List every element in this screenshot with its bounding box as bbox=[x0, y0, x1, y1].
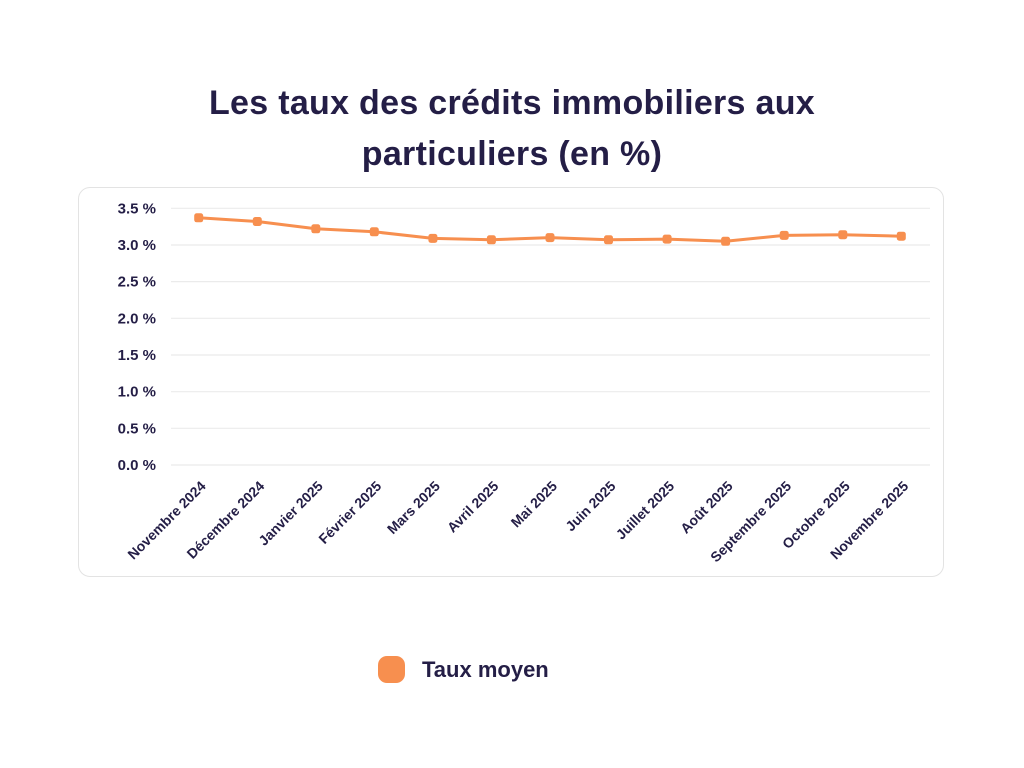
data-point-marker bbox=[896, 231, 906, 241]
data-point-marker bbox=[545, 233, 555, 243]
x-axis-label: Avril 2025 bbox=[444, 478, 502, 536]
y-axis-label: 2.5 % bbox=[118, 274, 156, 291]
data-point-marker bbox=[838, 230, 848, 240]
data-point-marker bbox=[194, 213, 204, 223]
data-point-marker bbox=[721, 236, 731, 246]
y-axis-label: 3.0 % bbox=[118, 237, 156, 254]
x-axis-label: Juin 2025 bbox=[562, 478, 619, 535]
y-axis-label: 1.0 % bbox=[118, 384, 156, 401]
chart-card: 0.0 % 0.5 % 1.0 % 1.5 % 2.0 % 2.5 % 3.0 % 3.5 %… bbox=[78, 187, 944, 577]
legend-swatch bbox=[378, 656, 405, 683]
x-axis-label: Mai 2025 bbox=[508, 478, 561, 531]
y-axis-label: 3.5 % bbox=[118, 200, 156, 217]
data-point-marker bbox=[662, 234, 672, 244]
data-point-marker bbox=[486, 235, 496, 245]
x-axis-label: Février 2025 bbox=[315, 478, 384, 547]
data-point-marker bbox=[311, 224, 321, 234]
data-point-marker bbox=[428, 233, 438, 243]
y-axis-label: 1.5 % bbox=[118, 347, 156, 364]
data-point-marker bbox=[369, 227, 379, 237]
line-chart: 0.0 % 0.5 % 1.0 % 1.5 % 2.0 % 2.5 % 3.0 % 3.5 %… bbox=[118, 200, 930, 565]
legend: Taux moyen bbox=[378, 656, 549, 683]
x-axis-label: Juillet 2025 bbox=[613, 478, 678, 543]
data-point-marker bbox=[604, 235, 613, 245]
x-axis-label: Août 2025 bbox=[677, 478, 736, 537]
y-axis-label: 2.0 % bbox=[118, 310, 156, 327]
data-point-marker bbox=[779, 230, 789, 240]
data-point-marker bbox=[252, 217, 262, 226]
y-axis-label: 0.0 % bbox=[118, 457, 156, 474]
x-axis-label: Mars 2025 bbox=[384, 478, 443, 537]
legend-label: Taux moyen bbox=[422, 656, 549, 682]
chart-title: Les taux des crédits immobiliers aux par… bbox=[208, 84, 816, 173]
y-axis-label: 0.5 % bbox=[118, 420, 156, 437]
